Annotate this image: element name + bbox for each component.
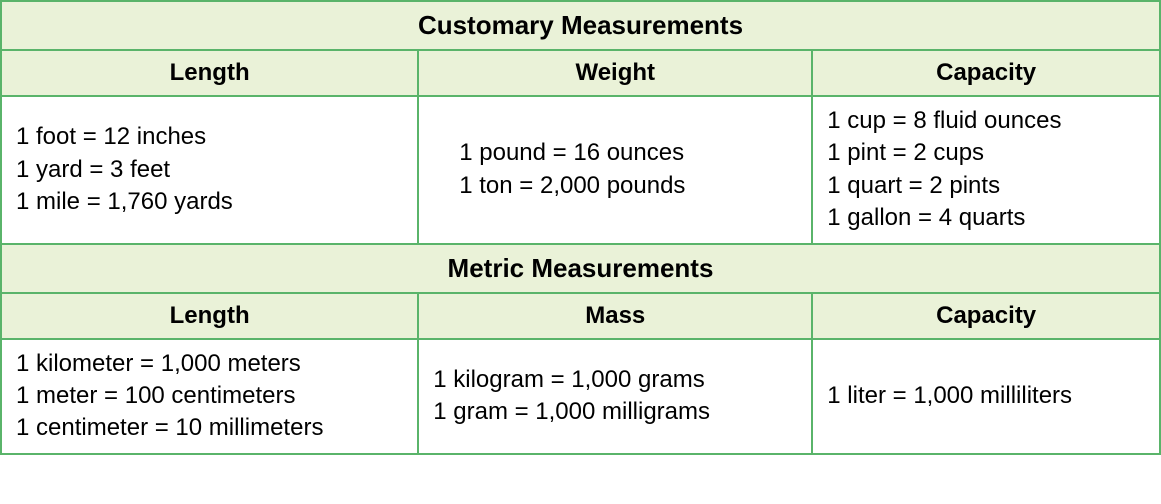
conversion-line: 1 meter = 100 centimeters: [16, 380, 403, 412]
conversion-line: 1 kilometer = 1,000 meters: [16, 348, 403, 380]
customary-title: Customary Measurements: [1, 1, 1160, 50]
conversion-line: 1 pint = 2 cups: [827, 137, 1145, 169]
conversion-line: 1 centimeter = 10 millimeters: [16, 412, 403, 444]
customary-col-weight: Weight: [418, 50, 812, 96]
conversion-line: 1 ton = 2,000 pounds: [459, 170, 797, 202]
metric-title: Metric Measurements: [1, 244, 1160, 293]
customary-data-row: 1 foot = 12 inches 1 yard = 3 feet 1 mil…: [1, 96, 1160, 244]
metric-capacity-cell: 1 liter = 1,000 milliliters: [812, 339, 1160, 454]
measurements-table: Customary Measurements Length Weight Cap…: [0, 0, 1161, 455]
metric-length-cell: 1 kilometer = 1,000 meters 1 meter = 100…: [1, 339, 418, 454]
metric-col-mass: Mass: [418, 293, 812, 339]
customary-capacity-cell: 1 cup = 8 fluid ounces 1 pint = 2 cups 1…: [812, 96, 1160, 244]
conversion-line: 1 yard = 3 feet: [16, 154, 403, 186]
metric-title-row: Metric Measurements: [1, 244, 1160, 293]
conversion-line: 1 quart = 2 pints: [827, 170, 1145, 202]
conversion-line: 1 kilogram = 1,000 grams: [433, 364, 797, 396]
metric-mass-cell: 1 kilogram = 1,000 grams 1 gram = 1,000 …: [418, 339, 812, 454]
metric-header-row: Length Mass Capacity: [1, 293, 1160, 339]
conversion-line: 1 foot = 12 inches: [16, 121, 403, 153]
metric-col-capacity: Capacity: [812, 293, 1160, 339]
customary-col-length: Length: [1, 50, 418, 96]
conversion-line: 1 gram = 1,000 milligrams: [433, 396, 797, 428]
metric-data-row: 1 kilometer = 1,000 meters 1 meter = 100…: [1, 339, 1160, 454]
conversion-line: 1 cup = 8 fluid ounces: [827, 105, 1145, 137]
customary-col-capacity: Capacity: [812, 50, 1160, 96]
customary-header-row: Length Weight Capacity: [1, 50, 1160, 96]
customary-weight-cell: 1 pound = 16 ounces 1 ton = 2,000 pounds: [418, 96, 812, 244]
conversion-line: 1 liter = 1,000 milliliters: [827, 380, 1145, 412]
conversion-line: 1 pound = 16 ounces: [459, 137, 797, 169]
customary-title-row: Customary Measurements: [1, 1, 1160, 50]
metric-col-length: Length: [1, 293, 418, 339]
customary-length-cell: 1 foot = 12 inches 1 yard = 3 feet 1 mil…: [1, 96, 418, 244]
conversion-line: 1 gallon = 4 quarts: [827, 202, 1145, 234]
conversion-line: 1 mile = 1,760 yards: [16, 186, 403, 218]
